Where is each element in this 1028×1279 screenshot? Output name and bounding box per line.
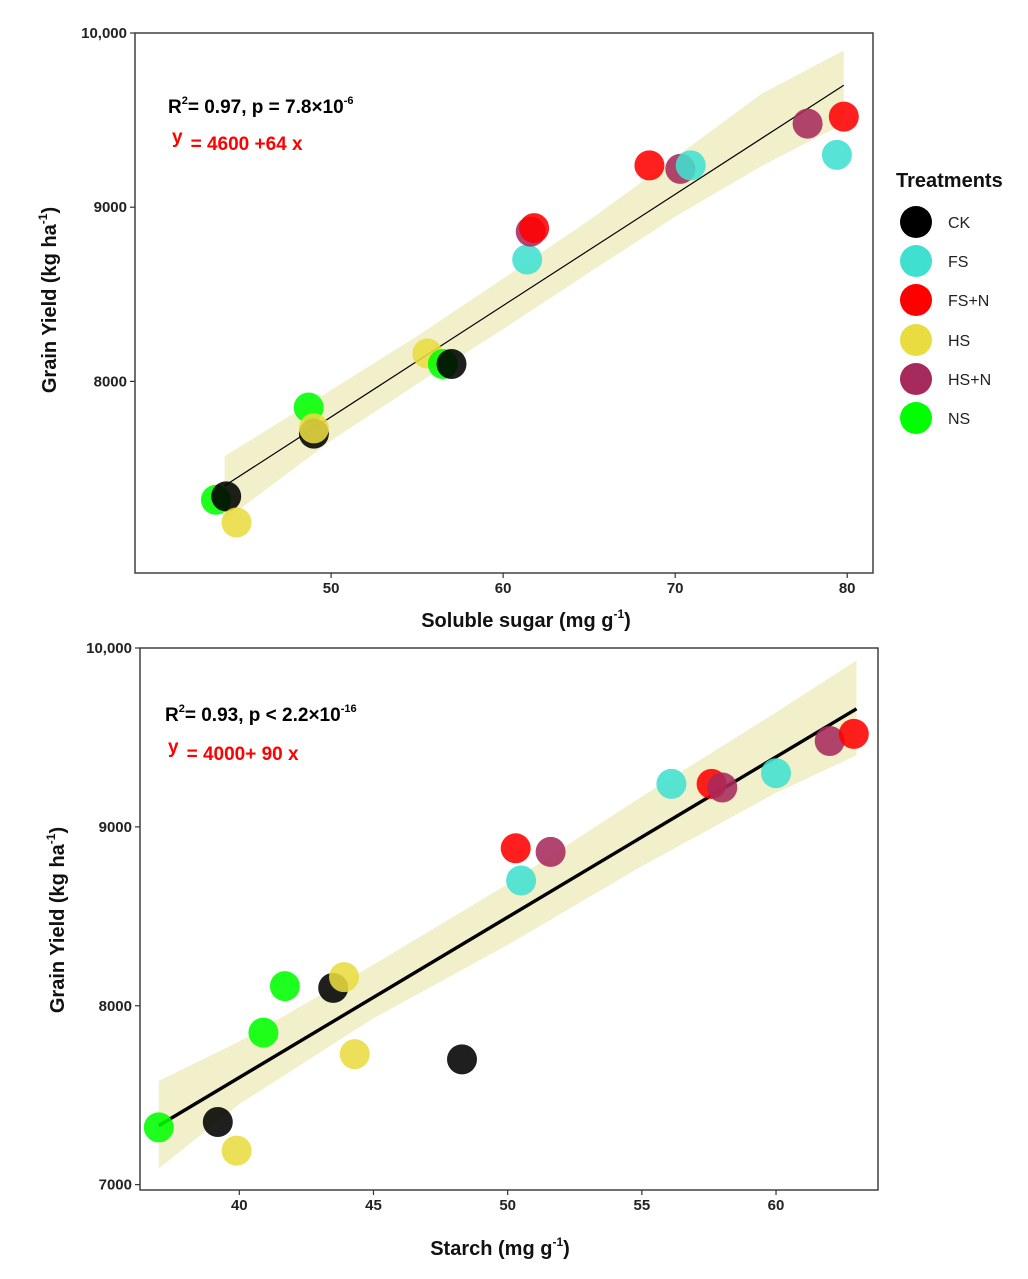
data-point-ns (143, 1112, 174, 1143)
data-point-fs (656, 768, 687, 799)
y-tick-label: 9000 (99, 819, 132, 836)
data-point-fs (675, 150, 706, 181)
legend-label: HS (948, 333, 970, 350)
data-point-hs (221, 1135, 252, 1166)
regression-equation: y = 4000+ 90 x (168, 737, 299, 765)
legend-item-hs: HS (900, 324, 970, 356)
data-point-fs-plus-n (500, 833, 531, 864)
legend-swatch (900, 324, 932, 356)
data-point-hs (339, 1039, 370, 1070)
legend-label: CK (948, 215, 971, 232)
data-point-ck (447, 1044, 477, 1075)
data-point-fs (512, 244, 543, 275)
x-tick-label: 45 (365, 1197, 382, 1214)
legend-item-ck: CK (900, 206, 971, 238)
data-point-fs-plus-n (838, 718, 869, 749)
data-point-fs (821, 139, 852, 170)
data-point-fs (761, 758, 791, 789)
legend-label: HS+N (948, 372, 991, 389)
y-tick-label: 10,000 (81, 25, 127, 42)
data-point-ck (211, 481, 242, 512)
data-point-ck (436, 349, 467, 379)
legend-item-ns: NS (900, 402, 970, 434)
data-point-fs-plus-n (634, 150, 665, 181)
data-point-fs-plus-n (828, 101, 859, 132)
x-tick-label: 50 (323, 580, 340, 597)
data-point-hs (221, 507, 252, 538)
y-tick-label: 9000 (94, 199, 127, 216)
x-tick-label: 50 (499, 1197, 516, 1214)
y-tick-label: 8000 (94, 373, 127, 390)
y-tick-label: 8000 (99, 998, 132, 1015)
data-point-fs (506, 865, 537, 896)
stat-annotation: R2= 0.97, p = 7.8×10-6 (168, 95, 353, 118)
x-tick-label: 40 (231, 1197, 248, 1214)
x-tick-label: 60 (495, 580, 512, 597)
regression-line (224, 84, 845, 487)
legend-swatch (900, 402, 932, 434)
legend-item-hs-n: HS+N (900, 363, 991, 395)
data-point-hs (329, 962, 359, 993)
legend-label: FS+N (948, 293, 989, 310)
data-point-hs (298, 413, 329, 444)
data-point-ns (269, 971, 300, 1002)
legend-item-fs-n: FS+N (900, 284, 989, 316)
data-point-ck (202, 1107, 233, 1137)
y-axis-title: Grain Yield (kg ha-1) (44, 827, 69, 1013)
legend-label: NS (948, 411, 970, 428)
x-axis-title: Soluble sugar (mg g-1) (421, 607, 631, 632)
data-point-hs-plus-n (707, 772, 738, 803)
legend-swatch (900, 206, 932, 238)
x-tick-label: 60 (768, 1197, 785, 1214)
legend-swatch (900, 363, 932, 395)
x-tick-label: 55 (633, 1197, 650, 1214)
legend-title: Treatments (896, 170, 1003, 192)
x-axis-title: Starch (mg g-1) (430, 1235, 570, 1260)
legend: Treatments CK FS FS+N HS HS+N NS (896, 170, 1003, 434)
y-axis-title: Grain Yield (kg ha-1) (36, 207, 61, 393)
data-point-hs-plus-n (535, 836, 566, 867)
regression-line (157, 707, 858, 1128)
chart-soluble-sugar: 50 60 70 80 8000 9000 10,000 R2= 0.97, p = 7.… (36, 25, 874, 632)
y-tick-label: 7000 (99, 1177, 132, 1194)
y-tick-label: 10,000 (86, 640, 132, 657)
stat-annotation: R2= 0.93, p < 2.2×10-16 (165, 703, 357, 726)
regression-equation: y = 4600 +64 x (172, 127, 303, 155)
legend-swatch (900, 245, 932, 277)
data-point-hs-plus-n (814, 726, 845, 756)
legend-item-fs: FS (900, 245, 968, 277)
chart-starch: 40 45 50 55 60 7000 8000 9000 10,000 R2= 0.93, … (44, 640, 879, 1260)
x-tick-label: 70 (667, 580, 684, 597)
x-tick-label: 80 (839, 580, 856, 597)
data-point-ns (248, 1017, 279, 1048)
legend-label: FS (948, 254, 968, 271)
legend-swatch (900, 284, 932, 316)
data-point-fs-plus-n (519, 213, 550, 244)
data-point-hs-plus-n (792, 108, 823, 139)
